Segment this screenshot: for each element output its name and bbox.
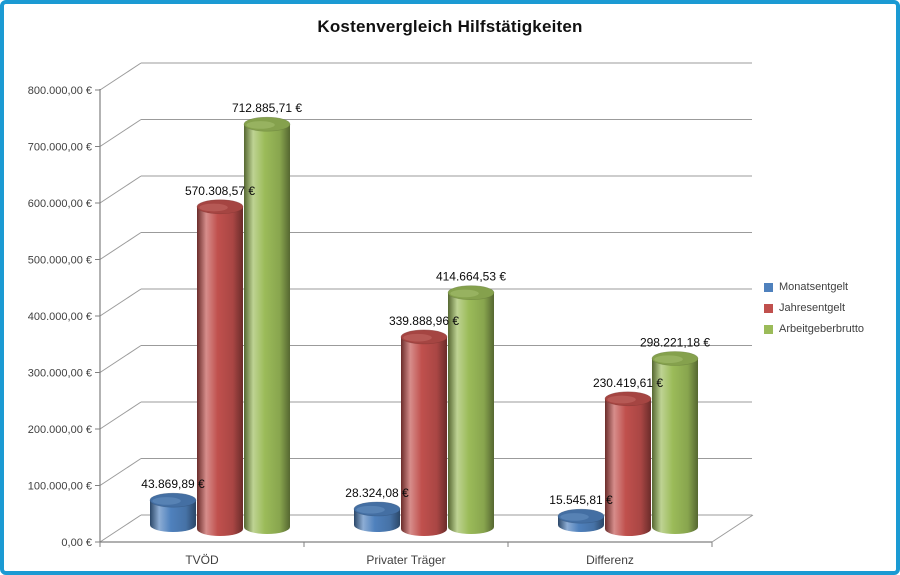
data-label-monatsentgelt-privater-träger: 28.324,08 € — [345, 486, 409, 500]
data-label-jahresentgelt-tvöd: 570.308,57 € — [185, 184, 255, 198]
legend-marker-icon — [764, 303, 773, 313]
legend-marker-icon — [764, 324, 773, 334]
y-axis-label: 800.000,00 € — [28, 85, 92, 97]
gridline-depth — [99, 175, 142, 204]
cylinder-top-sheen — [607, 395, 636, 404]
y-axis-label: 200.000,00 € — [28, 424, 92, 436]
cylinder-top — [353, 501, 401, 517]
gridline-depth — [99, 458, 142, 486]
cylinder-top — [447, 285, 495, 301]
cylinder-jahresentgelt-differenz — [604, 391, 652, 536]
cylinder-body — [605, 398, 651, 536]
data-label-monatsentgelt-differenz: 15.545,81 € — [549, 493, 613, 507]
gridline-depth — [99, 232, 142, 260]
cylinder-body — [244, 124, 290, 534]
cylinder-top — [196, 199, 244, 215]
cylinder-top-sheen — [356, 505, 385, 514]
cylinder-jahresentgelt-privater-träger — [400, 329, 448, 536]
category-label-tvöd: TVÖD — [185, 553, 219, 567]
gridline-depth — [99, 401, 142, 430]
legend-item-jahresentgelt: Jahresentgelt — [764, 302, 864, 314]
category-label-differenz: Differenz — [586, 553, 634, 567]
legend-label: Arbeitgeberbrutto — [779, 323, 864, 335]
cylinder-top-sheen — [450, 289, 479, 298]
data-label-monatsentgelt-tvöd: 43.869,89 € — [141, 477, 205, 491]
chart-legend: Monatsentgelt Jahresentgelt Arbeitgeberbru… — [764, 281, 864, 335]
chart-title: Kostenvergleich Hilfstätigkeiten — [317, 17, 583, 36]
data-label-jahresentgelt-differenz: 230.419,61 € — [593, 376, 663, 390]
cylinder-body — [150, 500, 196, 532]
data-labels: 43.869,89 € 28.324,08 € 15.545,81 € 570.308… — [141, 101, 710, 507]
gridline-depth — [99, 288, 142, 317]
data-label-arbeitgeberbrutto-differenz: 298.221,18 € — [640, 336, 710, 350]
y-axis-label: 600.000,00 € — [28, 198, 92, 210]
cylinder-top-sheen — [152, 497, 181, 505]
gridline-depth — [99, 62, 142, 91]
category-label-privater-träger: Privater Träger — [366, 553, 445, 567]
cylinder-body — [448, 292, 494, 534]
legend-item-arbeitgeberbrutto: Arbeitgeberbrutto — [764, 323, 864, 335]
y-axis-label: 300.000,00 € — [28, 368, 92, 380]
cylinder-monatsentgelt-privater-träger — [353, 501, 401, 532]
cylinder-monatsentgelt-tvöd — [149, 492, 197, 532]
cylinder-body — [197, 206, 243, 536]
cylinder-top-sheen — [199, 203, 228, 212]
cylinder-top-sheen — [403, 333, 432, 342]
legend-item-monatsentgelt: Monatsentgelt — [764, 281, 864, 293]
cylinder-arbeitgeberbrutto-privater-träger — [447, 285, 495, 534]
cylinder-top — [149, 492, 197, 508]
cylinder-body — [401, 336, 447, 536]
cylinder-monatsentgelt-differenz — [557, 508, 605, 532]
cylinder-arbeitgeberbrutto-tvöd — [243, 116, 291, 534]
cylinder-top — [651, 351, 699, 366]
gridline-depth — [99, 345, 142, 373]
cylinder-arbeitgeberbrutto-differenz — [651, 351, 699, 534]
gridline-depth — [99, 514, 142, 543]
data-label-arbeitgeberbrutto-privater-träger: 414.664,53 € — [436, 270, 506, 284]
cylinder-body — [652, 358, 698, 534]
cylinder-top — [400, 329, 448, 345]
cylinder-top — [243, 116, 291, 132]
data-label-jahresentgelt-privater-träger: 339.888,96 € — [389, 314, 459, 328]
legend-label: Jahresentgelt — [779, 302, 846, 314]
y-axis-label: 500.000,00 € — [28, 255, 92, 267]
cylinder-top-sheen — [560, 513, 589, 521]
y-axis-label: 100.000,00 € — [28, 481, 92, 493]
y-axis-label: 0,00 € — [61, 537, 92, 549]
cylinder-jahresentgelt-tvöd — [196, 199, 244, 536]
axes — [99, 89, 754, 547]
floor-right-edge — [711, 514, 754, 543]
cylinder-top — [557, 508, 605, 524]
legend-label: Monatsentgelt — [779, 281, 849, 293]
cylinder-top-sheen — [654, 355, 683, 364]
cylinder-top — [604, 391, 652, 407]
y-axis-label: 700.000,00 € — [28, 142, 92, 154]
cylinder-top-sheen — [246, 121, 275, 129]
data-label-arbeitgeberbrutto-tvöd: 712.885,71 € — [232, 101, 302, 115]
gridline-depth — [99, 119, 142, 147]
legend-marker-icon — [764, 282, 773, 292]
y-axis-label: 400.000,00 € — [28, 311, 92, 323]
chart-plot-area: 43.869,89 € 28.324,08 € 15.545,81 € 570.308… — [28, 62, 754, 567]
